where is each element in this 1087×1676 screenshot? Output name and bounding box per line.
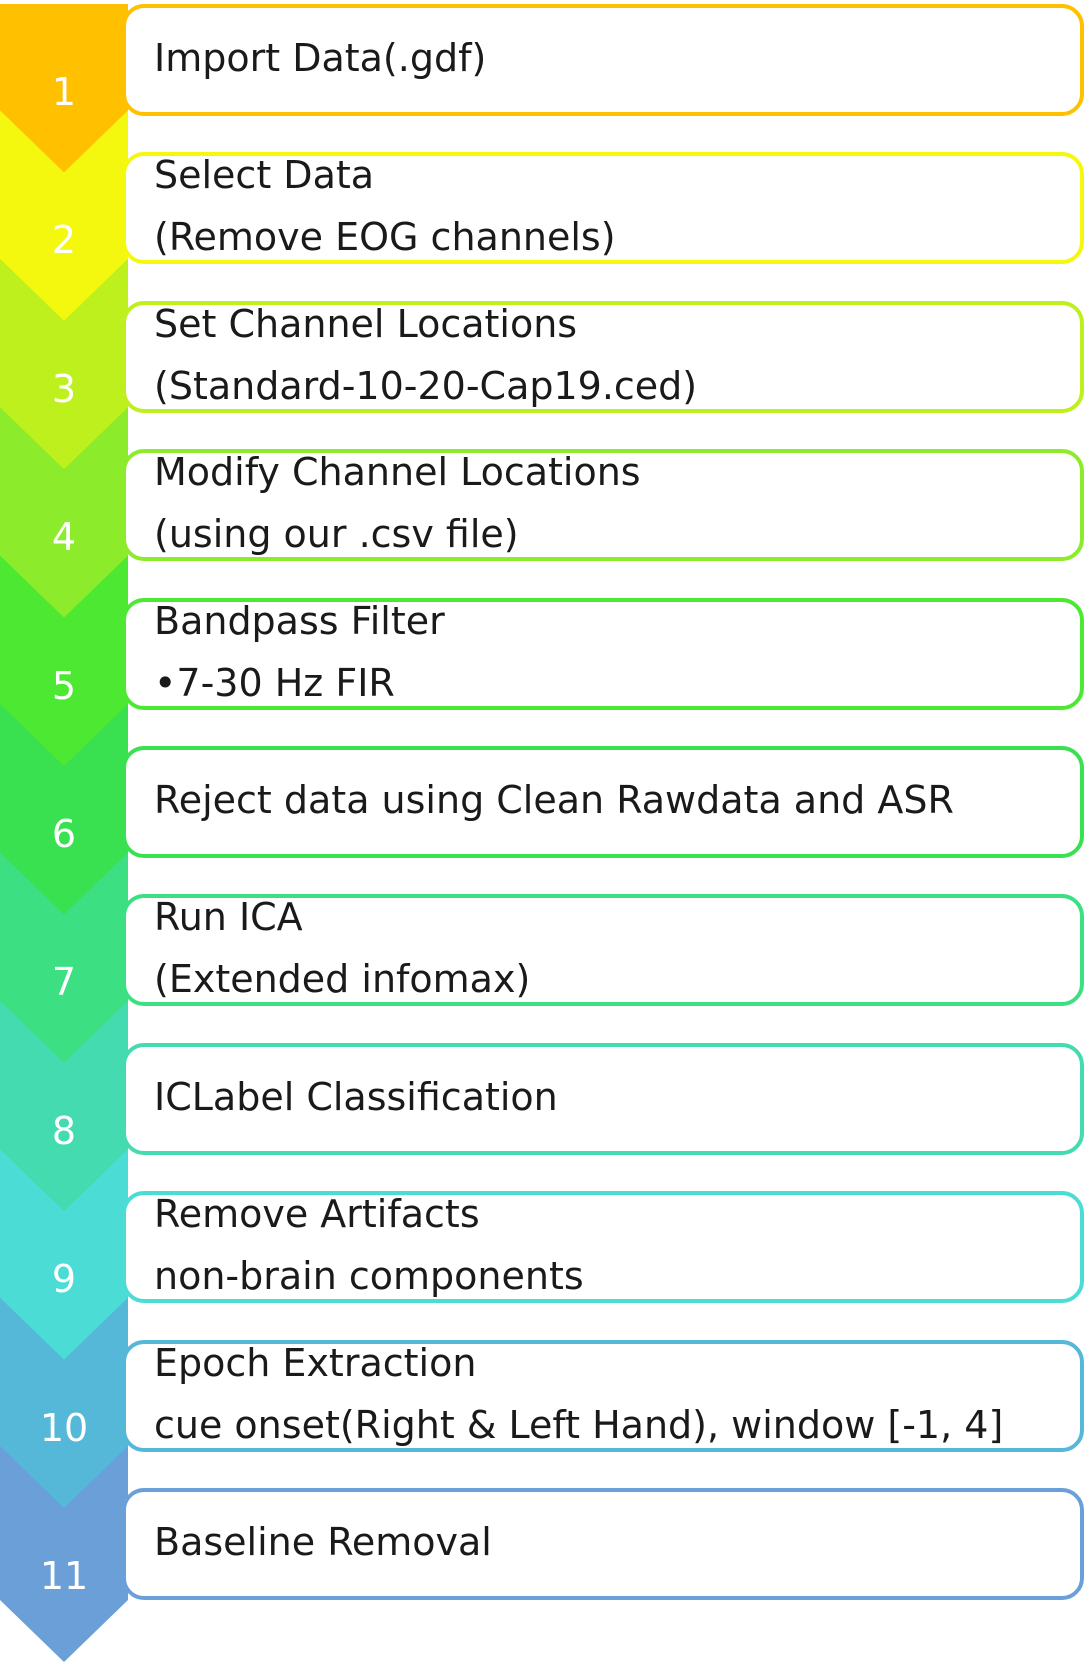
- step-chevron-3: [0, 258, 128, 475]
- step-chevron-6: [0, 704, 128, 920]
- step-line: non-brain components: [154, 1254, 584, 1299]
- step-line: (Remove EOG channels): [154, 215, 616, 260]
- step-line: (using our .csv file): [154, 512, 519, 557]
- step-text-11: Baseline Removal: [154, 1511, 1074, 1573]
- step-chevron-4: [0, 407, 128, 624]
- step-line: Remove Artifacts: [154, 1192, 480, 1237]
- step-line: Reject data using Clean Rawdata and ASR: [154, 778, 954, 822]
- step-line: ICLabel Classification: [154, 1074, 558, 1119]
- step-number-6: 6: [51, 812, 77, 856]
- step-line: Select Data: [154, 153, 375, 198]
- step-text-3: Set Channel Locations (Standard-10-20-Cap…: [154, 293, 1074, 417]
- step-box-11: [122, 1488, 1084, 1600]
- step-box-9: [122, 1191, 1084, 1304]
- step-box-4: [122, 449, 1084, 562]
- step-chevron-1: [0, 4, 128, 178]
- step-line: cue onset(Right & Left Hand), window [-1…: [154, 1402, 1004, 1447]
- step-text-1: Import Data(.gdf): [154, 27, 1074, 89]
- step-text-4: Modify Channel Locations (using our .csv …: [154, 441, 1074, 565]
- step-box-2: [122, 152, 1084, 265]
- step-number-2: 2: [51, 218, 77, 263]
- step-line: (Standard-10-20-Cap19.ced): [154, 363, 698, 408]
- step-number-3: 3: [51, 366, 77, 411]
- step-text-5: Bandpass Filter •7-30 Hz FIR: [154, 590, 1074, 714]
- step-box-5: [122, 597, 1084, 710]
- step-line: •7-30 Hz FIR: [154, 660, 395, 705]
- step-text-9: Remove Artifacts non-brain components: [154, 1183, 1074, 1307]
- step-chevron-7: [0, 852, 128, 1069]
- step-chevron-10: [0, 1297, 128, 1514]
- step-line: Bandpass Filter: [154, 598, 445, 643]
- step-box-3: [122, 300, 1084, 413]
- step-line: Modify Channel Locations: [154, 450, 641, 495]
- step-line: Import Data(.gdf): [154, 36, 487, 80]
- step-text-6: Reject data using Clean Rawdata and ASR: [154, 769, 1074, 831]
- step-number-7: 7: [51, 960, 77, 1005]
- step-text-2: Select Data (Remove EOG channels): [154, 144, 1074, 268]
- step-number-10: 10: [39, 1405, 89, 1450]
- step-line: Run ICA: [154, 895, 303, 940]
- step-chevron-8: [0, 1000, 128, 1217]
- step-chevron-2: [0, 110, 128, 327]
- step-box-1: [122, 4, 1084, 116]
- step-box-6: [122, 746, 1084, 858]
- step-box-8: [122, 1042, 1084, 1155]
- step-box-7: [122, 894, 1084, 1007]
- step-line: Epoch Extraction: [154, 1340, 477, 1385]
- step-number-5: 5: [51, 663, 77, 708]
- step-line: Set Channel Locations: [154, 301, 578, 346]
- step-number-4: 4: [51, 515, 77, 560]
- step-number-11: 11: [39, 1554, 89, 1598]
- step-text-7: Run ICA (Extended infomax): [154, 886, 1074, 1010]
- step-number-9: 9: [51, 1257, 77, 1302]
- step-line: (Extended infomax): [154, 957, 531, 1002]
- step-text-10: Epoch Extraction cue onset(Right & Left H…: [154, 1332, 1074, 1456]
- step-box-10: [122, 1339, 1084, 1452]
- step-chevron-5: [0, 555, 128, 772]
- step-number-1: 1: [51, 70, 77, 114]
- step-text-8: ICLabel Classification: [154, 1066, 1074, 1128]
- step-number-8: 8: [51, 1108, 77, 1153]
- step-chevron-11: [0, 1446, 128, 1662]
- step-line: Baseline Removal: [154, 1520, 492, 1564]
- step-chevron-9: [0, 1149, 128, 1366]
